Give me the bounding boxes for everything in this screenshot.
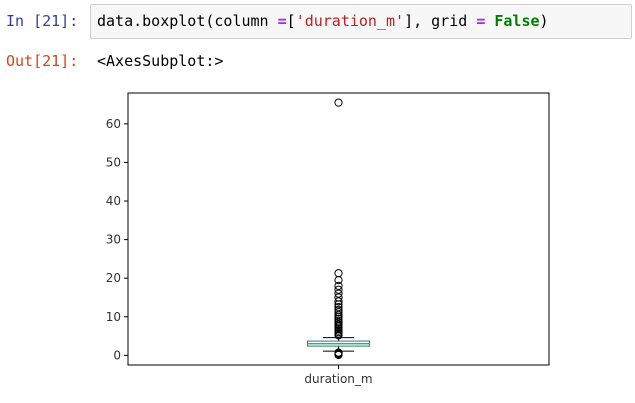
outlier-point bbox=[334, 289, 343, 298]
x-tick-label: duration_m bbox=[304, 372, 372, 386]
code-token: [ bbox=[286, 12, 296, 30]
y-tick-label: 30 bbox=[106, 233, 121, 247]
outlier-point bbox=[334, 281, 343, 291]
outlier-point bbox=[334, 269, 343, 278]
boxplot-chart: 0 10 20 30 40 50 60 duration_m bbox=[106, 92, 550, 386]
outlier-point bbox=[334, 348, 343, 357]
box-series bbox=[307, 98, 370, 360]
output-text: <AxesSubplot:> bbox=[97, 52, 224, 70]
outlier-point bbox=[334, 293, 343, 302]
y-tick-label: 50 bbox=[106, 155, 121, 169]
output-prompt: Out[21]: bbox=[6, 52, 79, 70]
code-input-cell[interactable]: data.boxplot(column =['duration_m'], gri… bbox=[90, 4, 632, 39]
outlier-point bbox=[334, 285, 343, 294]
outlier-point bbox=[334, 305, 343, 314]
x-axis: duration_m bbox=[304, 365, 373, 386]
y-tick-label: 0 bbox=[113, 348, 121, 362]
code-token-operator: = bbox=[277, 12, 287, 30]
input-prompt: In [21]: bbox=[6, 12, 79, 30]
y-tick-label: 40 bbox=[106, 194, 121, 208]
y-tick-label: 20 bbox=[106, 271, 121, 285]
outlier-point bbox=[334, 297, 343, 306]
code-token: ) bbox=[539, 12, 549, 30]
y-tick-label: 10 bbox=[106, 310, 121, 324]
outlier-point bbox=[334, 303, 343, 312]
code-line: data.boxplot(column =['duration_m'], gri… bbox=[97, 12, 549, 30]
code-token-operator: = bbox=[476, 12, 486, 30]
code-token: ], grid bbox=[404, 12, 477, 30]
code-token-string: 'duration_m' bbox=[295, 12, 405, 30]
code-token: data.boxplot(column bbox=[97, 12, 278, 30]
outlier-point bbox=[334, 98, 343, 107]
y-axis: 0 10 20 30 40 50 60 bbox=[106, 117, 128, 362]
y-tick-label: 60 bbox=[106, 117, 121, 131]
outlier-point bbox=[334, 308, 343, 317]
outlier-point bbox=[334, 310, 343, 319]
code-token-keyword: False bbox=[494, 12, 540, 30]
